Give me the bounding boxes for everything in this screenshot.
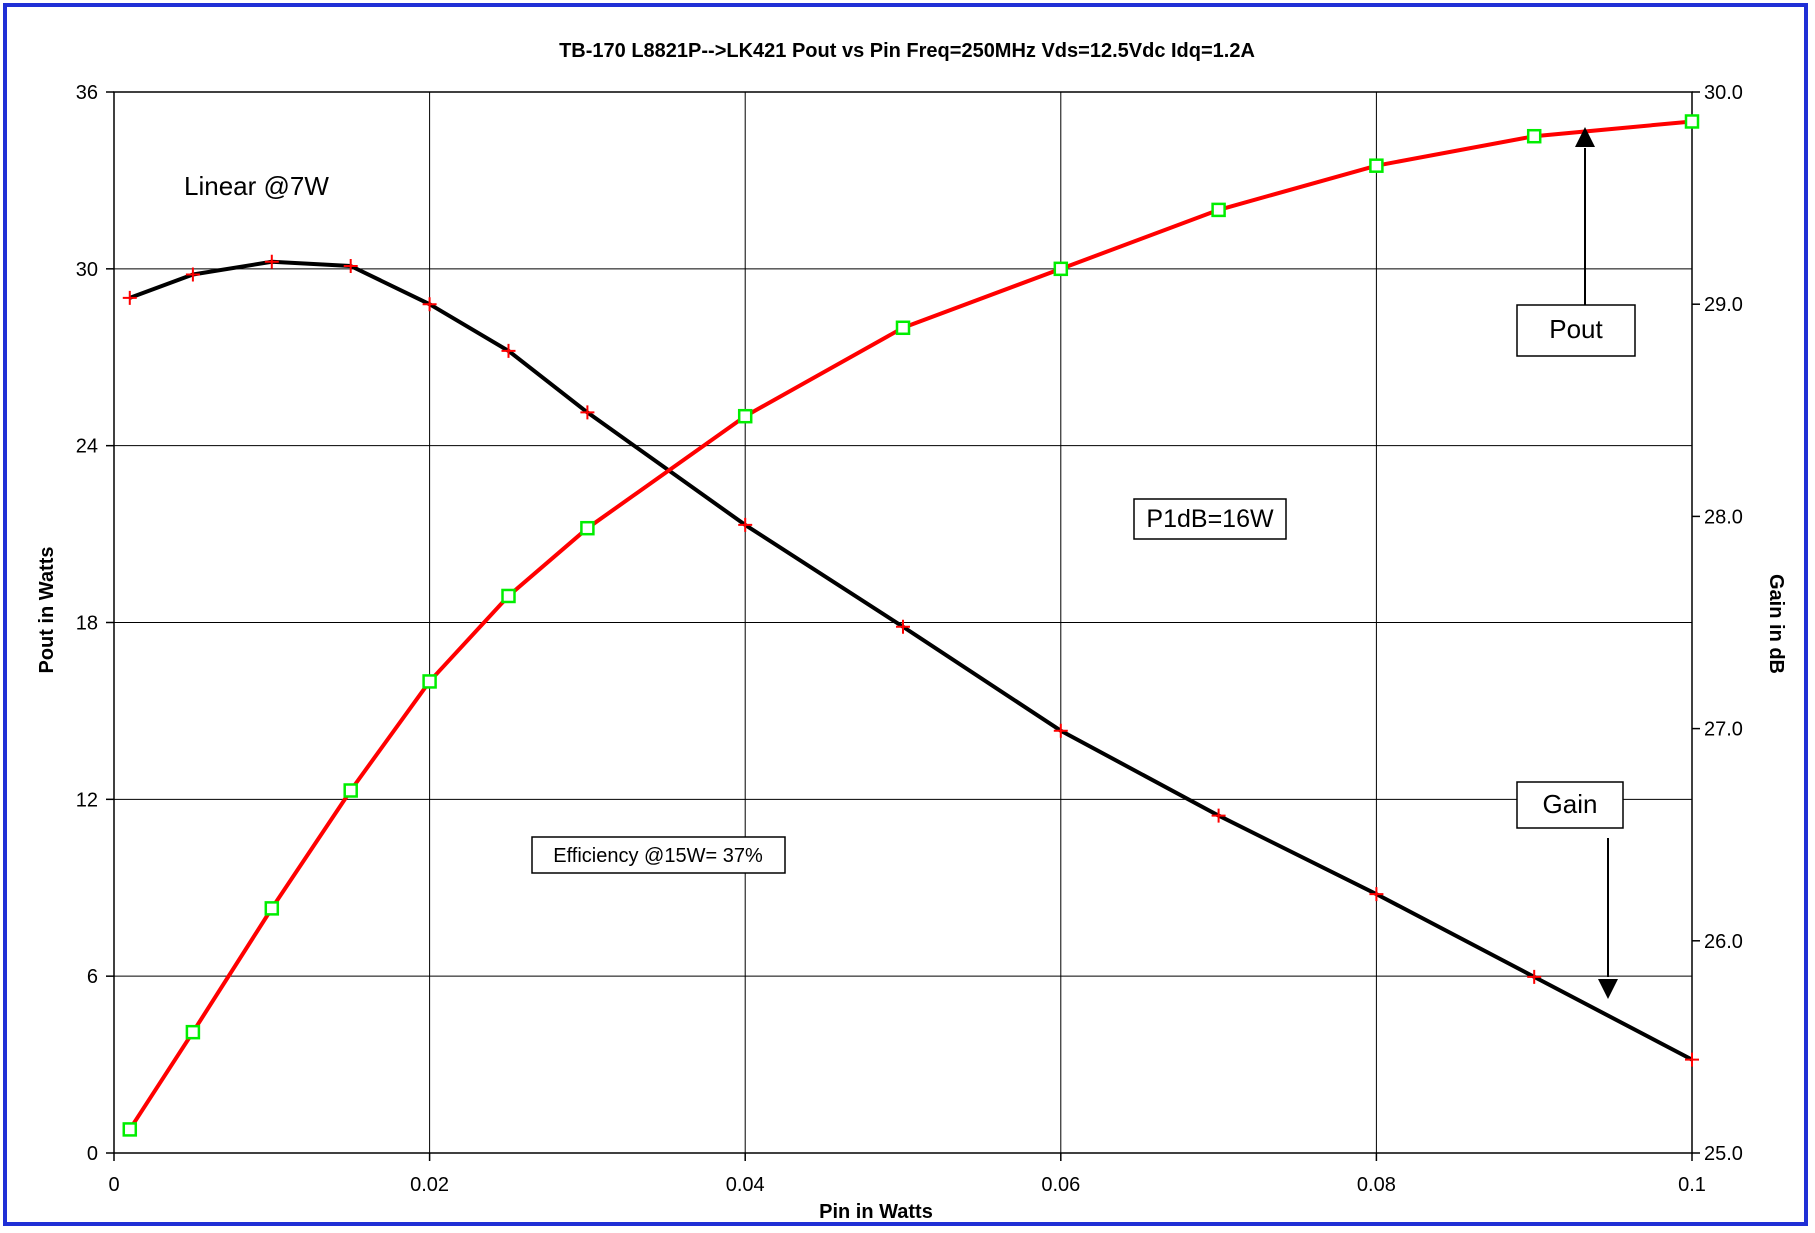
annotations: Linear @7W P1dB=16W Efficiency @15W= 37% Po… [184, 127, 1636, 999]
gain-line [129, 259, 1693, 1062]
x-tick-label: 0.02 [410, 1174, 449, 1196]
pout-marker [1526, 128, 1542, 144]
pout-marker [895, 320, 911, 336]
y-tick-label: 12 [76, 789, 98, 811]
plot-area [113, 91, 1693, 1154]
gain-marker [580, 405, 595, 420]
annotation-gain: Gain [1543, 789, 1598, 819]
annotation-pout: Pout [1549, 314, 1603, 344]
y-tick-label: 30 [76, 259, 98, 281]
y2-tick-label: 28.0 [1704, 506, 1743, 528]
pout-marker [580, 520, 595, 536]
x-axis-title: Pin in Watts [819, 1201, 933, 1223]
pout-marker [501, 588, 516, 604]
y-tick-label: 18 [76, 613, 98, 635]
y-axis-title: Pout in Watts [36, 546, 58, 673]
chart-frame [3, 3, 1808, 1226]
pout-marker [422, 674, 437, 689]
annotation-pout-box [1516, 304, 1636, 357]
y2-tick-label: 30.0 [1704, 82, 1743, 104]
pout-marker [343, 783, 358, 798]
gain-marker [1053, 723, 1068, 738]
tick-labels: 0 6 12 18 24 30 36 0 0.02 0.04 0.06 0.08 0.1 25.0 26.0… [76, 82, 1743, 1196]
annotation-efficiency-box [531, 836, 786, 874]
gain-marker [501, 343, 516, 358]
gain-marker [1685, 1052, 1699, 1067]
pout-marker [122, 1122, 138, 1137]
pout-marker [264, 901, 280, 916]
x-tick-label: 0.1 [1678, 1174, 1706, 1196]
y2-tick-label: 25.0 [1704, 1143, 1743, 1165]
x-tick-label: 0.06 [1041, 1174, 1080, 1196]
pout-line [128, 119, 1693, 1131]
gain-marker [1211, 808, 1226, 823]
gain-marker [1527, 969, 1542, 984]
x-tick-label: 0 [108, 1174, 119, 1196]
gain-marker [264, 254, 279, 269]
y-tick-label: 36 [76, 82, 98, 104]
pout-marker [1211, 202, 1226, 218]
annotation-linear: Linear @7W [184, 171, 329, 201]
pout-marker [185, 1024, 201, 1040]
pout-marker [737, 408, 753, 424]
y2-axis-title: Gain in dB [1765, 574, 1787, 674]
pout-marker [1053, 261, 1069, 277]
pout-arrow-head [1575, 127, 1595, 147]
annotation-p1db-box [1133, 498, 1287, 540]
gain-marker [185, 267, 200, 282]
y-tick-label: 6 [87, 966, 98, 988]
annotation-p1db: P1dB=16W [1146, 505, 1274, 533]
gain-marker [122, 290, 137, 305]
y2-tick-label: 29.0 [1704, 294, 1743, 316]
gain-arrow-head [1598, 979, 1618, 999]
x-tick-label: 0.08 [1357, 1174, 1396, 1196]
y-tick-label: 0 [87, 1143, 98, 1165]
pout-marker [1684, 114, 1700, 129]
y2-tick-label: 26.0 [1704, 931, 1743, 953]
y2-tick-label: 27.0 [1704, 719, 1743, 741]
annotation-gain-box [1516, 781, 1624, 829]
pout-marker [1369, 158, 1384, 173]
gain-marker [422, 297, 437, 312]
gain-marker [1369, 887, 1384, 902]
series [122, 114, 1700, 1137]
gain-marker [738, 517, 753, 532]
gain-marker [896, 619, 910, 634]
x-tick-label: 0.04 [726, 1174, 765, 1196]
annotation-efficiency: Efficiency @15W= 37% [553, 845, 763, 867]
y-tick-label: 24 [76, 436, 98, 458]
gain-marker [343, 259, 358, 274]
chart-title: TB-170 L8821P-->LK421 Pout vs Pin Freq=2… [559, 40, 1255, 62]
